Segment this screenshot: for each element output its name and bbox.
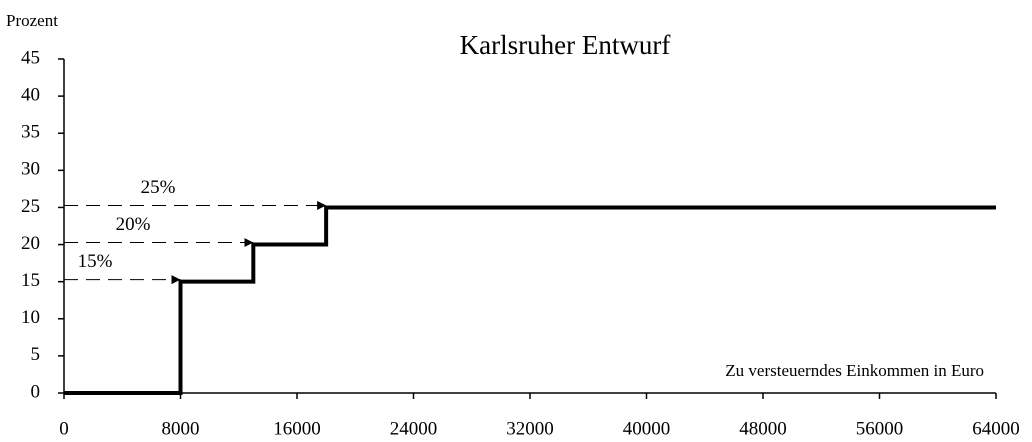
x-axis-label: Zu versteuerndes Einkommen in Euro (725, 361, 984, 380)
y-tick-label: 40 (21, 84, 40, 105)
x-tick-label: 48000 (739, 418, 787, 439)
x-tick-label: 40000 (623, 418, 671, 439)
x-tick-label: 56000 (856, 418, 904, 439)
annotation-label: 25% (141, 177, 176, 198)
y-tick-label: 5 (31, 344, 41, 365)
x-tick-label: 32000 (506, 418, 554, 439)
y-tick-label: 20 (21, 233, 40, 254)
x-tick-label: 64000 (972, 418, 1020, 439)
y-tick-label: 0 (31, 381, 41, 402)
line-series (64, 205, 996, 395)
x-tick-label: 16000 (273, 418, 321, 439)
x-tick-label: 8000 (162, 418, 200, 439)
y-tick-label: 25 (21, 196, 40, 217)
annotation-label: 15% (78, 251, 113, 272)
x-tick-label: 24000 (390, 418, 438, 439)
x-tick-label: 0 (59, 418, 69, 439)
annotation-label: 20% (116, 214, 151, 235)
y-tick-label: 30 (21, 159, 40, 180)
y-tick-label: 15 (21, 270, 40, 291)
y-tick-label: 45 (21, 47, 40, 68)
y-tick-label: 10 (21, 307, 40, 328)
y-axis-label: Prozent (6, 11, 58, 30)
chart-title: Karlsruher Entwurf (460, 30, 671, 60)
y-tick-label: 35 (21, 122, 40, 143)
